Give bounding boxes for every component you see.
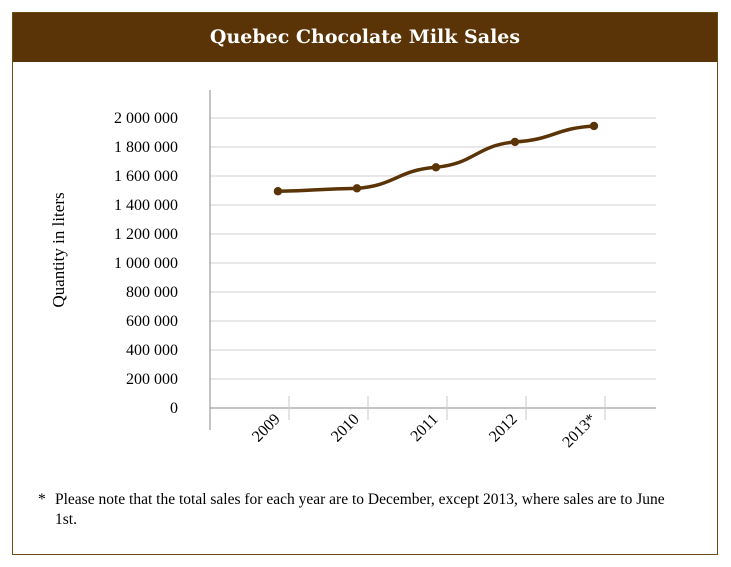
x-tick-label: 2012 [486, 411, 521, 446]
data-point [589, 121, 599, 131]
data-series [273, 121, 599, 196]
gridlines [209, 90, 656, 430]
chart-title: Quebec Chocolate Milk Sales [13, 13, 717, 62]
data-point [431, 163, 441, 172]
x-tick-label: 2013* [559, 411, 599, 451]
y-tick-label: 800 000 [126, 284, 178, 301]
y-axis-title: Quantity in liters [49, 192, 68, 307]
y-tick-label: 1 800 000 [114, 139, 178, 156]
chart-frame: Quebec Chocolate Milk Sales [12, 12, 718, 555]
data-point [510, 137, 520, 147]
x-tick-label: 2011 [408, 411, 442, 445]
y-tick-label: 1 400 000 [114, 197, 178, 214]
y-tick-label: 200 000 [126, 371, 178, 388]
x-tick-label: 2010 [328, 411, 363, 446]
y-tick-label: 1 000 000 [114, 255, 178, 272]
footnote: * Please note that the total sales for e… [38, 490, 668, 530]
y-tick-label: 1 600 000 [114, 168, 178, 185]
y-tick-label: 400 000 [126, 342, 178, 359]
series-line [276, 124, 596, 193]
data-point [273, 187, 283, 196]
footnote-mark: * [38, 491, 46, 508]
footnote-text: Please note that the total sales for eac… [55, 491, 665, 528]
y-tick-label: 1 200 000 [114, 226, 178, 243]
y-tick-label: 2 000 000 [114, 110, 178, 127]
y-tick-labels: 0 200 000 400 000 600 000 800 000 1 000 000 1 … [114, 110, 178, 417]
y-tick-label: 600 000 [126, 313, 178, 330]
x-tick-labels: 2009 2010 2011 2012 2013* [249, 411, 600, 451]
data-point [352, 184, 362, 193]
y-tick-label: 0 [170, 400, 178, 417]
x-tick-label: 2009 [249, 411, 284, 446]
